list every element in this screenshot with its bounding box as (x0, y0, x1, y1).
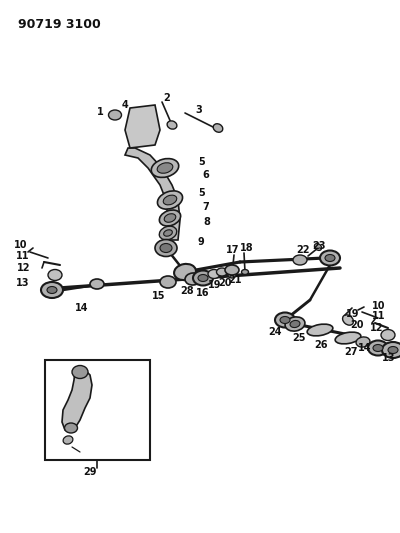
Text: 90719 3100: 90719 3100 (18, 18, 101, 31)
Text: 1: 1 (97, 107, 104, 117)
Text: 21: 21 (228, 275, 242, 285)
Text: 10: 10 (14, 240, 28, 250)
Ellipse shape (72, 366, 88, 378)
Ellipse shape (48, 270, 62, 280)
Text: 15: 15 (152, 291, 166, 301)
Text: 26: 26 (314, 340, 328, 350)
Ellipse shape (228, 272, 236, 278)
Ellipse shape (373, 344, 383, 351)
Text: 5: 5 (198, 157, 205, 167)
Ellipse shape (164, 214, 176, 222)
Ellipse shape (174, 264, 196, 280)
Ellipse shape (63, 436, 73, 444)
Ellipse shape (382, 342, 400, 358)
Text: 6: 6 (202, 170, 209, 180)
Text: 29: 29 (83, 467, 97, 477)
Bar (45, 360, 150, 460)
Text: 22: 22 (296, 245, 310, 255)
Text: 8: 8 (203, 217, 210, 227)
Text: 11: 11 (16, 251, 30, 261)
Text: 25: 25 (292, 333, 306, 343)
Ellipse shape (275, 312, 295, 327)
Ellipse shape (293, 255, 307, 265)
Text: 27: 27 (344, 347, 358, 357)
Ellipse shape (164, 230, 172, 236)
Text: 13: 13 (382, 353, 396, 363)
Ellipse shape (90, 279, 104, 289)
Text: 20: 20 (218, 278, 232, 288)
Ellipse shape (242, 270, 248, 274)
Ellipse shape (198, 274, 208, 281)
Ellipse shape (108, 110, 122, 120)
Ellipse shape (368, 341, 388, 356)
Text: 24: 24 (268, 327, 282, 337)
Text: 7: 7 (202, 202, 209, 212)
Text: 13: 13 (16, 278, 30, 288)
Ellipse shape (280, 317, 290, 324)
Ellipse shape (325, 254, 335, 262)
Ellipse shape (335, 332, 361, 344)
Ellipse shape (163, 195, 177, 205)
Ellipse shape (216, 268, 228, 276)
Ellipse shape (381, 329, 395, 341)
Text: 3: 3 (195, 105, 202, 115)
Text: 14: 14 (75, 303, 88, 313)
Ellipse shape (47, 287, 57, 294)
Text: 19: 19 (346, 309, 360, 319)
Ellipse shape (159, 210, 181, 226)
Text: 11: 11 (372, 311, 386, 321)
Text: 14: 14 (358, 343, 372, 353)
Text: 20: 20 (350, 320, 364, 330)
Ellipse shape (158, 191, 182, 209)
Ellipse shape (307, 324, 333, 336)
Text: 5: 5 (198, 188, 205, 198)
Polygon shape (125, 105, 160, 148)
Polygon shape (125, 148, 180, 240)
Ellipse shape (208, 270, 220, 279)
Ellipse shape (342, 315, 354, 325)
Text: 17: 17 (226, 245, 240, 255)
Ellipse shape (41, 282, 63, 298)
Ellipse shape (151, 159, 179, 177)
Text: 9: 9 (197, 237, 204, 247)
Text: 12: 12 (370, 323, 384, 333)
Ellipse shape (159, 226, 177, 240)
Text: 12: 12 (17, 263, 30, 273)
Text: 16: 16 (196, 288, 210, 298)
Ellipse shape (160, 276, 176, 288)
Ellipse shape (155, 239, 177, 256)
Ellipse shape (213, 124, 223, 132)
Text: 28: 28 (180, 286, 194, 296)
Ellipse shape (356, 337, 370, 347)
Text: 10: 10 (372, 301, 386, 311)
Ellipse shape (225, 265, 239, 275)
Text: 19: 19 (208, 280, 222, 290)
Ellipse shape (160, 244, 172, 253)
Polygon shape (62, 370, 92, 432)
Text: 4: 4 (122, 100, 129, 110)
Text: 18: 18 (240, 243, 254, 253)
Ellipse shape (167, 121, 177, 129)
Ellipse shape (388, 346, 398, 353)
Ellipse shape (185, 273, 201, 285)
Ellipse shape (314, 244, 322, 251)
Ellipse shape (285, 317, 305, 331)
Ellipse shape (193, 271, 213, 286)
Text: 23: 23 (312, 241, 326, 251)
Ellipse shape (320, 251, 340, 265)
Text: 2: 2 (163, 93, 170, 103)
Ellipse shape (64, 423, 78, 433)
Ellipse shape (290, 320, 300, 328)
Ellipse shape (157, 163, 173, 173)
